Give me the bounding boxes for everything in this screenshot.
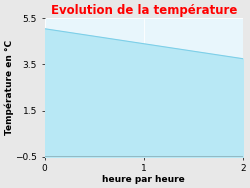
X-axis label: heure par heure: heure par heure: [102, 175, 185, 184]
Y-axis label: Température en °C: Température en °C: [4, 40, 14, 135]
Title: Evolution de la température: Evolution de la température: [50, 4, 237, 17]
